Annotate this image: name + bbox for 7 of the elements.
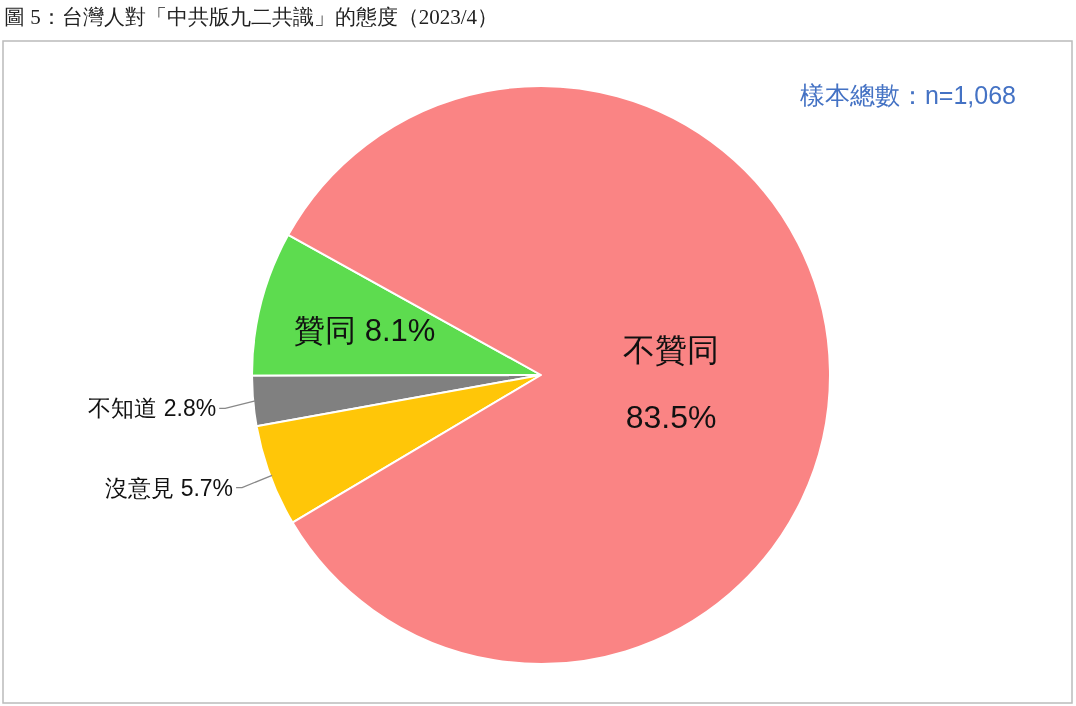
slice-label: 不知道 2.8%	[88, 395, 217, 422]
slice-label: 贊同 8.1%	[294, 312, 436, 348]
data-label: 83.5%	[625, 399, 717, 436]
text: 樣本總數：n=1,068	[799, 81, 1016, 109]
slice-label: 沒意見 5.7%	[105, 474, 234, 501]
slice-label: 不贊同	[623, 332, 720, 369]
chart-title: 圖 5：台灣人對「中共版九二共識」的態度（2023/4）	[4, 5, 499, 29]
